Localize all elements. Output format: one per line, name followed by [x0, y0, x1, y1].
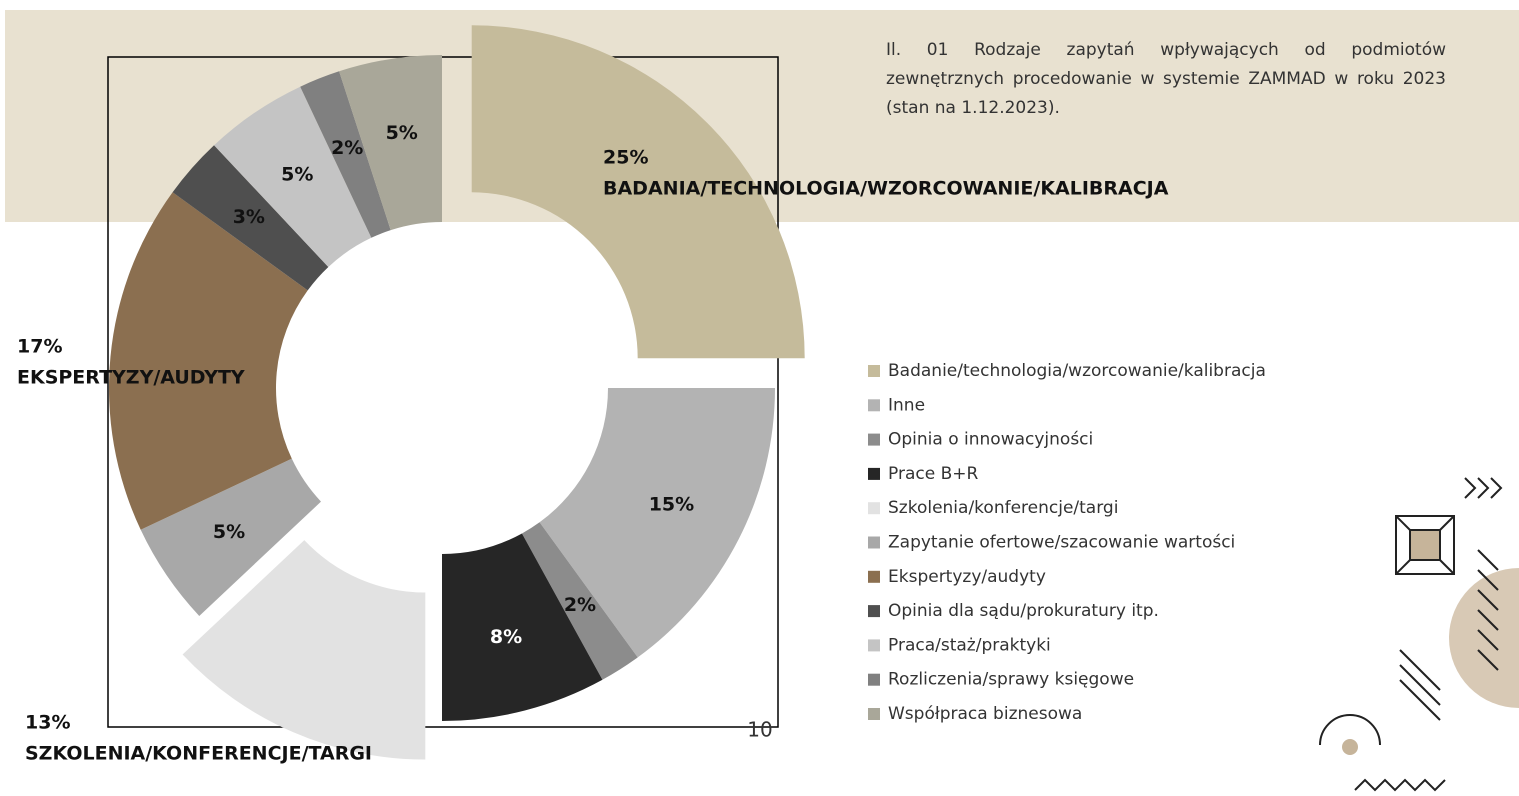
- legend-label: Opinia o innowacyjności: [888, 430, 1093, 450]
- legend-label: Zapytanie ofertowe/szacowanie wartości: [888, 533, 1235, 553]
- data-label: 5%: [281, 164, 313, 186]
- data-label: 2%: [331, 137, 363, 159]
- legend-label: Prace B+R: [888, 464, 978, 484]
- data-label: 17%: [17, 336, 62, 358]
- data-label: 5%: [213, 521, 245, 543]
- chart-title: Il. 01 Rodzaje zapytań wpływających od p…: [886, 36, 1446, 123]
- page: Il. 01 Rodzaje zapytań wpływających od p…: [0, 0, 1519, 796]
- legend-swatch: [868, 434, 880, 446]
- legend-label: Praca/staż/praktyki: [888, 635, 1051, 655]
- data-label: 25%: [603, 147, 648, 169]
- legend-label: Inne: [888, 395, 925, 415]
- legend-swatch: [868, 537, 880, 549]
- data-label: 5%: [386, 122, 418, 144]
- legend-label: Badanie/technologia/wzorcowanie/kalibrac…: [888, 361, 1266, 381]
- legend-swatch: [868, 639, 880, 651]
- category-label: BADANIA/TECHNOLOGIA/WZORCOWANIE/KALIBRAC…: [603, 178, 1169, 200]
- data-label: 13%: [25, 712, 70, 734]
- legend-label: Ekspertyzy/audyty: [888, 567, 1046, 587]
- legend-swatch: [868, 605, 880, 617]
- data-label: 2%: [564, 594, 596, 616]
- legend-swatch: [868, 708, 880, 720]
- decoration: [1320, 478, 1519, 790]
- data-label: 8%: [490, 626, 522, 648]
- data-label: 15%: [649, 493, 694, 515]
- legend-swatch: [868, 365, 880, 377]
- page-number: 10: [747, 718, 772, 742]
- legend-swatch: [868, 468, 880, 480]
- legend-swatch: [868, 674, 880, 686]
- legend-label: Opinia dla sądu/prokuratury itp.: [888, 601, 1159, 621]
- data-label: 3%: [233, 206, 265, 228]
- category-label: SZKOLENIA/KONFERENCJE/TARGI: [25, 743, 372, 765]
- category-label: EKSPERTYZY/AUDYTY: [17, 367, 245, 389]
- legend-swatch: [868, 399, 880, 411]
- legend-label: Współpraca biznesowa: [888, 704, 1082, 724]
- legend-swatch: [868, 571, 880, 583]
- title-box: Il. 01 Rodzaje zapytań wpływających od p…: [886, 36, 1446, 136]
- legend-label: Szkolenia/konferencje/targi: [888, 498, 1118, 518]
- legend-label: Rozliczenia/sprawy księgowe: [888, 670, 1134, 690]
- legend-swatch: [868, 502, 880, 514]
